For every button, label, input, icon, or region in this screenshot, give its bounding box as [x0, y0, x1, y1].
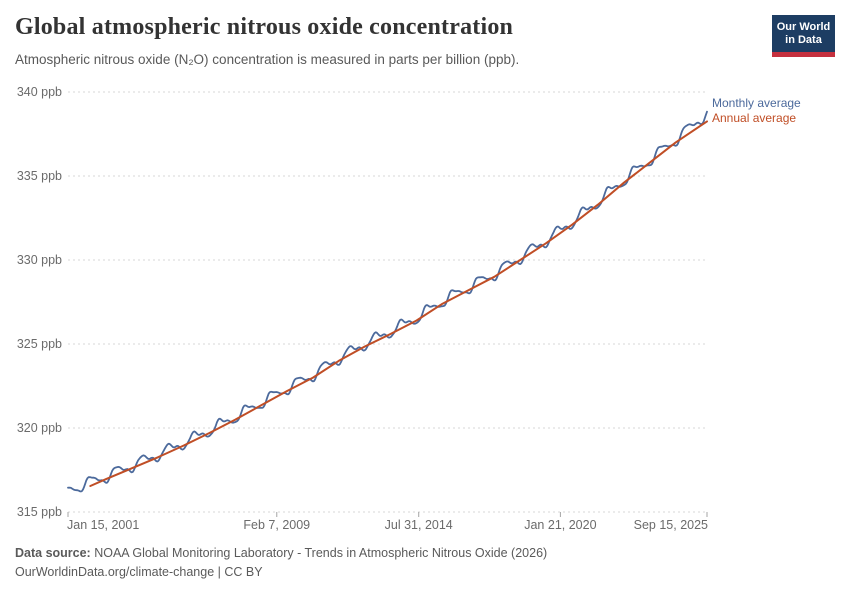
- y-axis-label: 340 ppb: [16, 85, 62, 99]
- legend-item-annual-average[interactable]: Annual average: [712, 111, 797, 126]
- y-axis-label: 315 ppb: [16, 505, 62, 519]
- x-axis-label: Sep 15, 2025: [633, 518, 708, 532]
- y-axis-label: 320 ppb: [16, 421, 62, 435]
- data-source-label: Data source:: [15, 546, 91, 560]
- chart-subtitle: Atmospheric nitrous oxide (N₂O) concentr…: [15, 52, 520, 67]
- x-axis-label: Jul 31, 2014: [384, 518, 453, 532]
- owid-logo[interactable]: Our World in Data: [772, 15, 835, 57]
- x-axis-label: Jan 21, 2020: [524, 518, 597, 532]
- x-axis-label: Jan 15, 2001: [67, 518, 140, 532]
- x-axis-label: Feb 7, 2009: [243, 518, 311, 532]
- footer-url-link[interactable]: OurWorldinData.org/climate-change: [15, 565, 215, 579]
- owid-logo-line1: Our World: [776, 20, 831, 33]
- data-source-line: Data source: NOAA Global Monitoring Labo…: [15, 546, 547, 561]
- footer-license-link[interactable]: CC BY: [224, 565, 263, 579]
- chart-title: Global atmospheric nitrous oxide concent…: [15, 14, 514, 40]
- y-axis-label: 335 ppb: [16, 169, 62, 183]
- y-axis-label: 325 ppb: [16, 337, 62, 351]
- data-source-text: NOAA Global Monitoring Laboratory - Tren…: [90, 546, 548, 560]
- legend-item-monthly-average[interactable]: Monthly average: [712, 95, 801, 110]
- annual-average-line[interactable]: [89, 120, 708, 487]
- footer-separator: |: [214, 565, 225, 579]
- owid-logo-line2: in Data: [785, 33, 822, 46]
- monthly-average-line[interactable]: [67, 110, 708, 493]
- y-axis-label: 330 ppb: [16, 253, 62, 267]
- footer-links-line: OurWorldinData.org/climate-change | CC B…: [15, 565, 263, 580]
